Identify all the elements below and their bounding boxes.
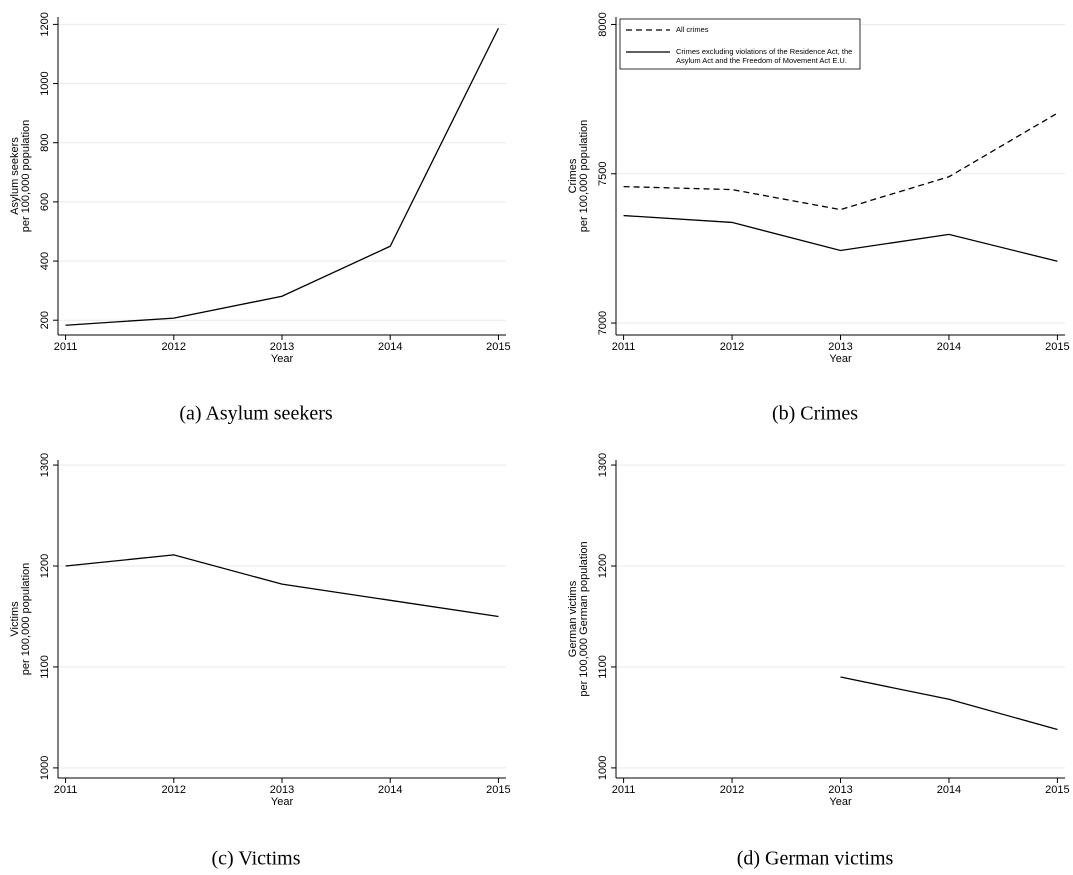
y-tick-label: 600 [39, 193, 51, 211]
y-axis-label: per 100,000 population [578, 120, 590, 233]
x-axis-label: Year [271, 796, 294, 808]
y-tick-label: 7000 [597, 311, 609, 335]
y-tick-label: 1100 [39, 655, 51, 679]
x-tick-label: 2011 [54, 784, 78, 796]
y-tick-label: 1200 [597, 554, 609, 578]
y-tick-label: 1200 [39, 12, 51, 36]
data-line [65, 554, 499, 618]
data-line [840, 676, 1058, 731]
y-tick-label: 8000 [597, 12, 609, 36]
y-axis-label: Crimes [567, 158, 579, 193]
legend: All crimes Crimes excluding violations of… [619, 18, 861, 70]
y-tick-label: 1300 [597, 453, 609, 477]
x-tick-label: 2013 [270, 341, 294, 353]
y-tick-label: 1000 [597, 756, 609, 780]
y-tick-label: 400 [39, 252, 51, 270]
legend-label: Crimes excluding violations of the Resid… [676, 47, 853, 65]
y-axis-label: German victims [567, 580, 579, 657]
x-tick-label: 2014 [937, 784, 961, 796]
y-tick-label: 1200 [39, 554, 51, 578]
caption: (d) German victims [737, 848, 894, 870]
y-tick-label: 1300 [39, 453, 51, 477]
y-axis-label: per 100,000 population [20, 563, 32, 676]
legend-entry-box: All crimes [676, 25, 709, 34]
x-tick-label: 2015 [486, 784, 510, 796]
x-tick-label: 2012 [720, 341, 744, 353]
x-tick-label: 2013 [828, 341, 852, 353]
y-axis-label: Asylum seekers [9, 137, 21, 215]
x-tick-label: 2014 [937, 341, 961, 353]
data-line [623, 214, 1058, 262]
y-axis-label: Victims [9, 601, 21, 637]
caption: (c) Victims [212, 848, 301, 870]
data-line [65, 27, 500, 326]
x-tick-label: 2015 [1045, 784, 1069, 796]
x-tick-label: 2012 [162, 341, 186, 353]
y-tick-label: 200 [39, 311, 51, 329]
x-tick-label: 2011 [612, 341, 636, 353]
x-tick-label: 2014 [378, 784, 402, 796]
y-axis-label: per 100,000 German population [578, 541, 590, 696]
legend-entry-box: Crimes excluding violations of the Resid… [676, 47, 853, 65]
x-axis-label: Year [829, 353, 852, 365]
x-tick-label: 2015 [1045, 341, 1069, 353]
x-tick-label: 2013 [828, 784, 852, 796]
x-tick-label: 2015 [486, 341, 510, 353]
y-tick-label: 800 [39, 134, 51, 152]
legend-label: All crimes [676, 25, 709, 34]
x-axis-label: Year [829, 796, 852, 808]
x-tick-label: 2011 [612, 784, 636, 796]
x-tick-label: 2011 [54, 341, 78, 353]
x-tick-label: 2012 [720, 784, 744, 796]
x-axis-label: Year [271, 353, 294, 365]
y-axis-label: per 100,000 population [20, 120, 32, 233]
y-tick-label: 1000 [39, 71, 51, 95]
y-tick-label: 7500 [597, 162, 609, 186]
y-tick-label: 1000 [39, 756, 51, 780]
x-tick-label: 2012 [162, 784, 186, 796]
caption: (b) Crimes [772, 403, 858, 425]
legend-box [619, 18, 861, 70]
x-tick-label: 2014 [378, 341, 402, 353]
data-line [623, 112, 1058, 211]
x-tick-label: 2013 [270, 784, 294, 796]
caption: (a) Asylum seekers [179, 403, 333, 425]
y-tick-label: 1100 [597, 655, 609, 679]
